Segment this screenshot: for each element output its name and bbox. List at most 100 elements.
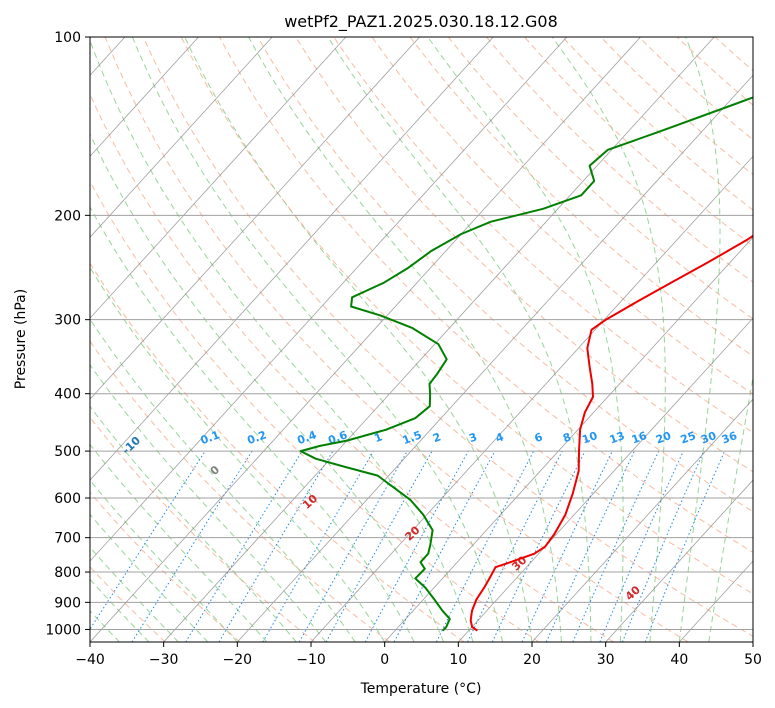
dry-adiabats xyxy=(90,37,753,642)
isotherm-line xyxy=(237,74,753,642)
mixing-ratio-label: 25 xyxy=(679,429,698,446)
dry-adiabat-label: 20 xyxy=(402,523,422,543)
moist-adiabat-line xyxy=(90,546,179,642)
moist-adiabat-line xyxy=(90,364,327,642)
isotherm-line xyxy=(752,641,753,642)
dry-adiabat-line xyxy=(638,37,753,141)
dry-adiabat-line xyxy=(333,37,753,434)
mixing-ratio-lines xyxy=(90,450,726,642)
x-tick-label: 50 xyxy=(744,652,762,668)
mixing-ratio-line xyxy=(599,450,684,642)
y-tick-label: 400 xyxy=(54,387,81,403)
dry-adiabat-line xyxy=(104,37,689,642)
y-tick-label: 200 xyxy=(54,208,81,224)
moist-adiabat-line xyxy=(248,37,562,642)
dry-adiabat-label: -10 xyxy=(120,434,144,457)
moist-adiabat-line xyxy=(90,318,356,642)
dry-adiabat-label: 40 xyxy=(623,583,643,603)
moist-adiabat-line xyxy=(90,266,386,642)
moist-adiabat-line xyxy=(551,37,666,642)
mixing-ratio-line xyxy=(491,450,586,642)
mixing-ratio-line xyxy=(298,450,408,642)
mixing-ratio-label: 30 xyxy=(699,429,718,447)
dry-adiabat-line xyxy=(90,262,465,642)
isotherm-line xyxy=(310,155,753,642)
x-tick-label: 30 xyxy=(597,652,615,668)
dry-adiabat-line xyxy=(714,37,753,72)
dry-adiabat-line xyxy=(90,416,316,642)
dry-adiabat-line xyxy=(90,491,241,642)
mixing-ratio-line xyxy=(644,450,726,642)
mixing-ratio-line xyxy=(364,450,469,642)
isobars xyxy=(90,37,753,630)
mixing-ratio-label: 0.2 xyxy=(246,428,269,447)
x-tick-label: 0 xyxy=(380,652,389,668)
x-tick-label: −20 xyxy=(223,652,253,668)
dry-adiabat-line xyxy=(752,37,753,38)
mixing-ratio-line xyxy=(218,450,334,642)
dry-adiabat-line xyxy=(90,180,540,642)
mixing-ratio-label: 0.4 xyxy=(296,428,319,447)
isotherm-line xyxy=(90,37,199,157)
moist-adiabat-line xyxy=(427,37,624,642)
isotherm-line xyxy=(531,398,753,642)
y-tick-label: 1000 xyxy=(45,622,81,638)
dry-adiabat-label: 0 xyxy=(208,463,223,478)
mixing-ratio-label: 20 xyxy=(654,429,673,447)
sounding-profiles xyxy=(299,96,753,632)
mixing-ratio-label: 36 xyxy=(720,429,739,447)
x-axis-title: Temperature (°C) xyxy=(360,681,482,697)
y-tick-label: 500 xyxy=(54,444,81,460)
moist-adiabat-line xyxy=(708,374,753,642)
mixing-ratio-label: 3 xyxy=(467,430,479,445)
dry-adiabat-line xyxy=(90,92,614,642)
moist-adiabat-line xyxy=(184,37,533,642)
mixing-ratio-label: 8 xyxy=(561,430,573,445)
dry-adiabat-line xyxy=(486,37,753,283)
x-tick-label: 20 xyxy=(523,652,541,668)
isotherm-line xyxy=(90,37,347,319)
isotherm-line xyxy=(90,37,568,562)
chart-title: wetPf2_PAZ1.2025.030.18.12.G08 xyxy=(284,12,558,32)
isotherm-line xyxy=(90,37,494,481)
isotherms xyxy=(90,37,753,642)
moist-adiabat-line xyxy=(90,206,415,642)
mixing-ratio-line xyxy=(393,450,496,642)
mixing-ratio-line xyxy=(185,450,303,642)
y-tick-label: 100 xyxy=(54,30,81,46)
dry-adiabat-line xyxy=(409,37,753,357)
x-tick-label: −40 xyxy=(75,652,105,668)
dry-adiabat-label: -20 xyxy=(39,406,63,429)
line-labels: -100-90-80-70-60-50-40-30-20-10010203040… xyxy=(39,406,740,603)
plot-frame xyxy=(89,36,754,643)
isotherm-line xyxy=(90,37,273,238)
y-tick-label: 700 xyxy=(54,531,81,547)
axes: −40 −30 −20 −10 0 10 20 30 40 5010020030040050060… xyxy=(45,30,762,668)
dry-adiabat-line xyxy=(218,37,753,553)
isotherm-line xyxy=(605,479,753,642)
plot-area: -100-90-80-70-60-50-40-30-20-10010203040… xyxy=(39,37,753,642)
moist-adiabat-line xyxy=(90,513,209,642)
mixing-ratio-line xyxy=(435,450,535,642)
moist-adiabat-line xyxy=(90,443,268,642)
moist-adiabat-line xyxy=(90,479,238,642)
dry-adiabat-line xyxy=(524,37,753,247)
dry-adiabat-line xyxy=(257,37,753,513)
y-axis-title: Pressure (hPa) xyxy=(13,289,29,389)
dry-adiabat-line xyxy=(90,340,390,642)
y-tick-label: 300 xyxy=(54,313,81,329)
temperature-profile xyxy=(469,234,753,632)
mixing-ratio-label: 1.5 xyxy=(401,428,424,447)
moist-adiabat-line xyxy=(131,37,503,642)
dry-adiabat-line xyxy=(447,37,753,320)
moist-adiabats xyxy=(90,37,753,642)
mixing-ratio-label: 1 xyxy=(373,430,385,445)
dry-adiabat-line xyxy=(676,37,753,106)
mixing-ratio-line xyxy=(621,450,705,642)
dry-adiabat-label: 10 xyxy=(300,492,320,512)
dry-adiabat-line xyxy=(90,566,166,642)
isotherm-line xyxy=(90,37,641,642)
mixing-ratio-label: 6 xyxy=(533,430,545,445)
isotherm-line xyxy=(163,37,715,642)
